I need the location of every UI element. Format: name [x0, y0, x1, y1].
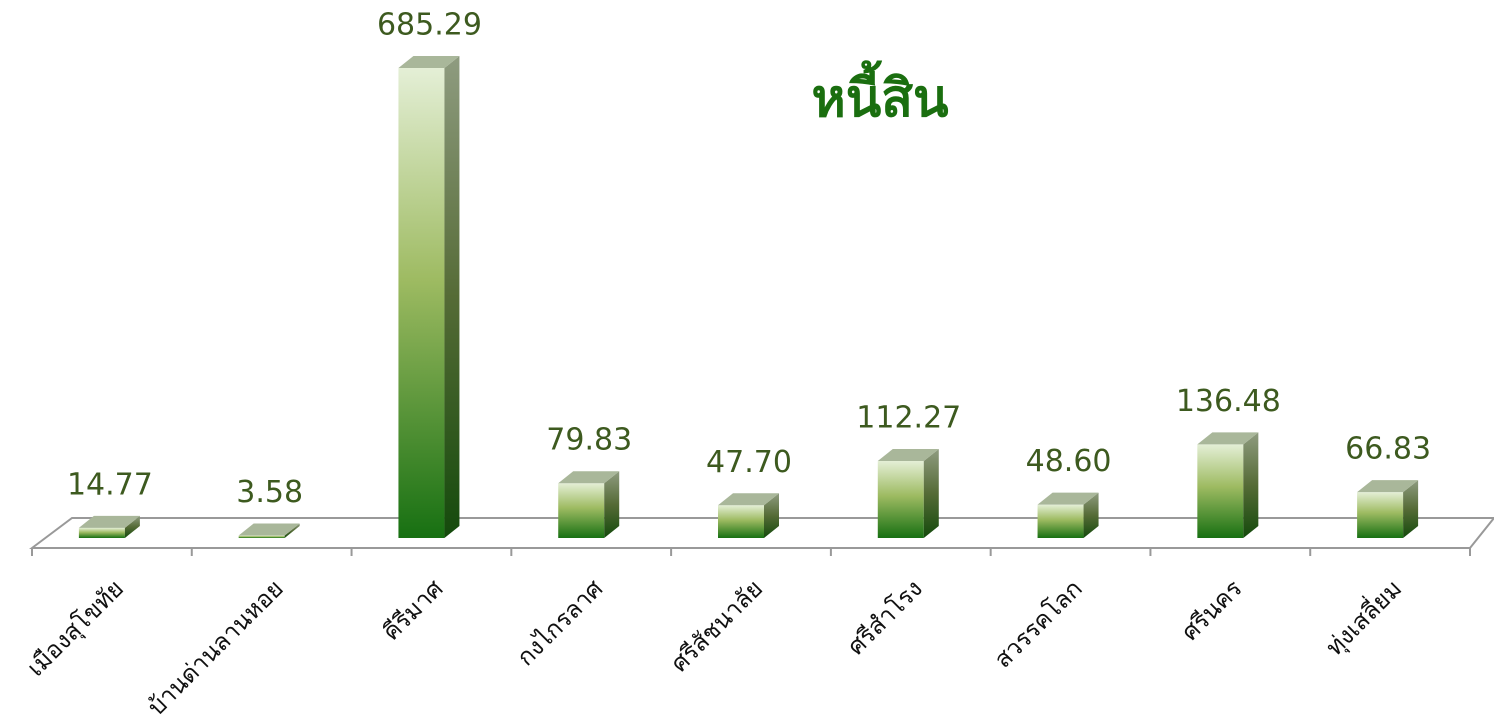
x-tick-label: คีรีมาศ — [377, 574, 449, 646]
x-tick-label: ศรีนคร — [1176, 574, 1248, 646]
bar-side — [284, 523, 300, 538]
value-label: 685.29 — [377, 8, 482, 43]
chart-title: หนี้สิน — [811, 60, 949, 129]
bar-top — [238, 523, 300, 536]
x-tick-label: บ้านด่านลานหอย — [142, 574, 289, 719]
bar-side — [1243, 432, 1259, 538]
bar-top — [1037, 492, 1099, 505]
bar-top — [1197, 432, 1259, 445]
bar-top — [1357, 480, 1419, 493]
bar-side — [444, 56, 460, 538]
value-label: 79.83 — [546, 423, 632, 458]
bar — [78, 527, 125, 538]
bar-side — [124, 515, 140, 538]
value-label: 47.70 — [706, 445, 792, 480]
value-label: 136.48 — [1176, 384, 1281, 419]
bar — [1037, 504, 1084, 538]
bar-top — [558, 471, 620, 484]
value-label: 112.27 — [856, 401, 961, 436]
bar-top — [78, 515, 140, 528]
x-tick-label: กงไกรลาศ — [511, 574, 608, 671]
x-tick-label: สวรรคโลก — [989, 574, 1088, 673]
bar — [1357, 492, 1404, 538]
x-tick-label: ศรีสัชนาลัย — [665, 574, 768, 677]
bar-top — [718, 493, 779, 506]
bar — [558, 483, 605, 538]
value-label: 14.77 — [67, 467, 153, 502]
bar-side — [923, 449, 939, 538]
bar-side — [604, 471, 620, 538]
bar-top — [398, 56, 460, 68]
bar-side — [764, 493, 779, 538]
bar — [1197, 444, 1244, 538]
bar-side — [1083, 492, 1099, 538]
value-label: 3.58 — [236, 475, 303, 510]
x-tick-label: เมืองสุโขทัย — [22, 574, 130, 682]
bar — [718, 505, 764, 538]
bar-top — [877, 449, 939, 462]
bar — [238, 535, 285, 538]
x-tick-label: ศรีสำโรง — [842, 574, 928, 660]
bar — [398, 68, 445, 538]
bar-side — [1403, 480, 1419, 538]
x-tick-label: ทุ่งเสลี่ยม — [1318, 572, 1408, 662]
value-label: 48.60 — [1026, 444, 1112, 479]
value-label: 66.83 — [1345, 432, 1431, 467]
bar — [877, 461, 924, 538]
